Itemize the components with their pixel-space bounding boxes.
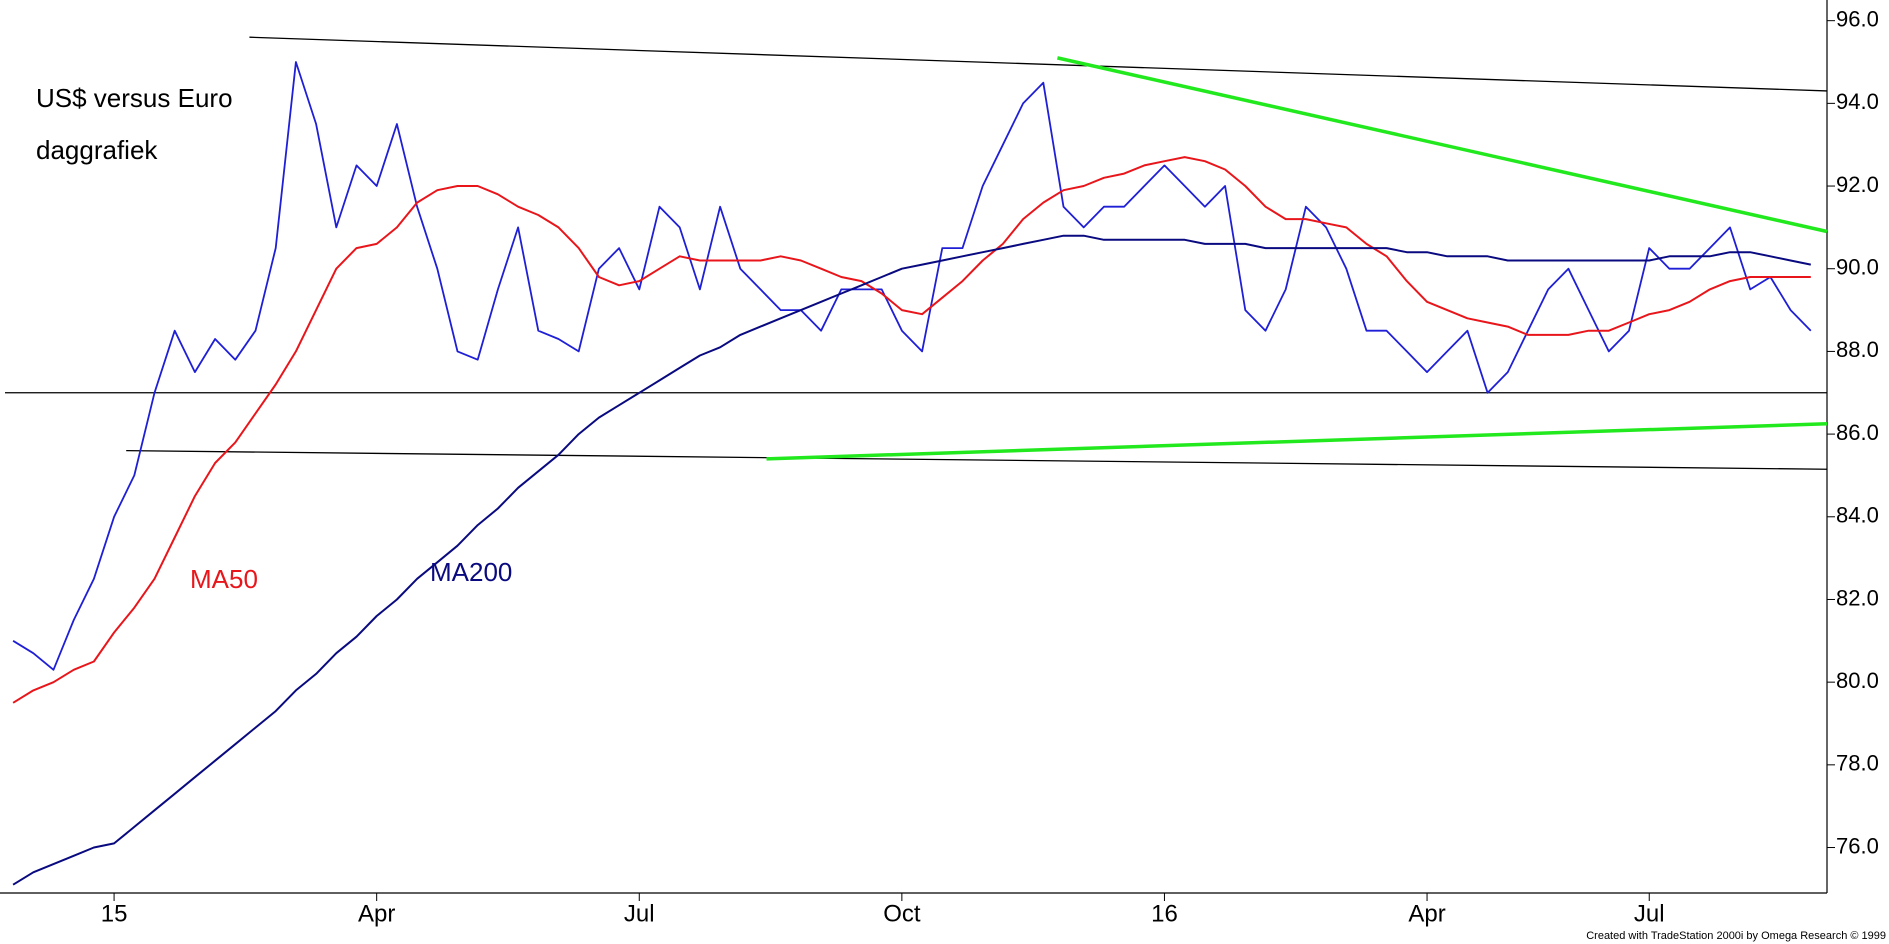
y-tick-label: 82.0 — [1836, 585, 1879, 610]
x-tick-label: Apr — [358, 900, 395, 927]
y-tick-label: 90.0 — [1836, 255, 1879, 280]
series-label: MA50 — [190, 564, 258, 594]
y-tick-label: 86.0 — [1836, 420, 1879, 445]
trend-line — [249, 36, 1828, 92]
trend-line — [126, 449, 1828, 470]
trend-line — [766, 422, 1828, 461]
y-tick-label: 96.0 — [1836, 6, 1879, 31]
series-line — [12, 156, 1811, 704]
x-tick-label: Oct — [883, 900, 921, 927]
y-tick-label: 94.0 — [1836, 89, 1879, 114]
chart-title: US$ versus Euro — [36, 83, 233, 113]
x-tick-label: Jul — [1634, 900, 1665, 927]
chart-subtitle: daggrafiek — [36, 135, 158, 165]
x-tick-label: 15 — [101, 900, 128, 927]
y-tick-label: 84.0 — [1836, 503, 1879, 528]
y-tick-label: 78.0 — [1836, 751, 1879, 776]
x-tick-label: 16 — [1151, 900, 1178, 927]
y-tick-label: 88.0 — [1836, 337, 1879, 362]
footer: Created with TradeStation 2000i by Omega… — [1586, 930, 1886, 942]
trend-line — [1057, 56, 1828, 234]
y-tick-label: 92.0 — [1836, 172, 1879, 197]
y-tick-label: 76.0 — [1836, 833, 1879, 858]
series-line — [12, 234, 1811, 886]
series-line — [12, 61, 1812, 671]
y-tick-label: 80.0 — [1836, 668, 1879, 693]
x-tick-label: Jul — [624, 900, 655, 927]
x-tick-label: Apr — [1408, 900, 1445, 927]
series-label: MA200 — [430, 557, 512, 587]
